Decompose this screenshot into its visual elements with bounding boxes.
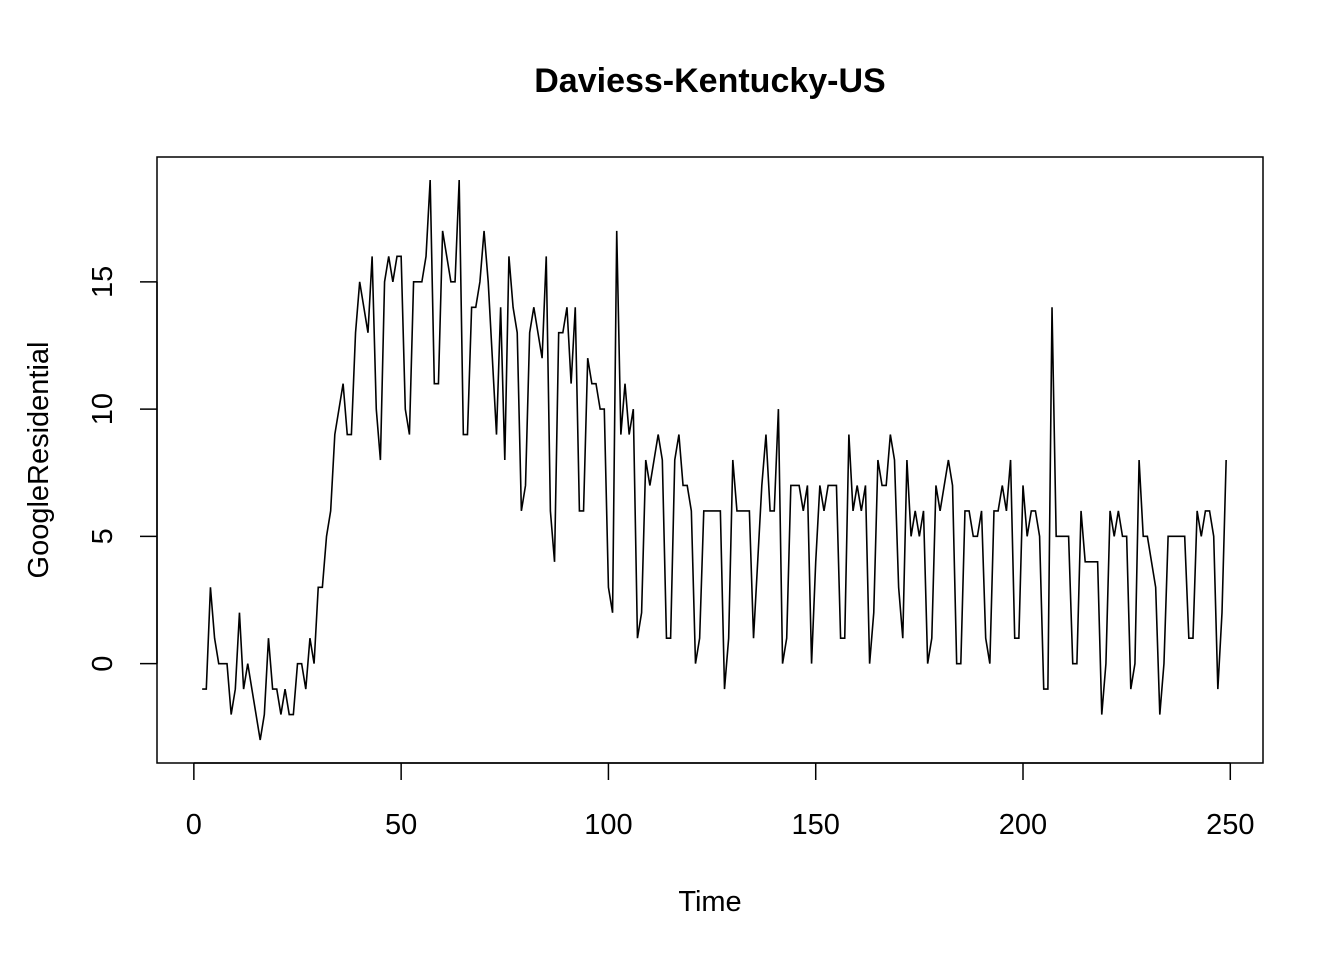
plot-frame xyxy=(156,156,1264,764)
x-tick-label: 250 xyxy=(1206,809,1254,841)
x-tick-label: 100 xyxy=(584,809,632,841)
y-tick-label: 10 xyxy=(87,393,119,425)
x-axis-label: Time xyxy=(678,886,741,918)
x-axis: 0 50 100 150 200 250 xyxy=(186,762,1254,841)
x-tick-label: 0 xyxy=(186,809,202,841)
y-tick-label: 5 xyxy=(87,528,119,544)
series-layer xyxy=(202,179,1227,741)
series-line xyxy=(202,179,1227,741)
y-tick-label: 15 xyxy=(87,266,119,298)
x-tick-label: 200 xyxy=(999,809,1047,841)
x-tick-label: 50 xyxy=(385,809,417,841)
y-axis-label: GoogleResidential xyxy=(23,342,55,579)
x-tick-label: 150 xyxy=(792,809,840,841)
chart-title: Daviess-Kentucky-US xyxy=(534,62,885,100)
y-axis: 0 5 10 15 xyxy=(87,266,158,672)
y-tick-label: 0 xyxy=(87,656,119,672)
